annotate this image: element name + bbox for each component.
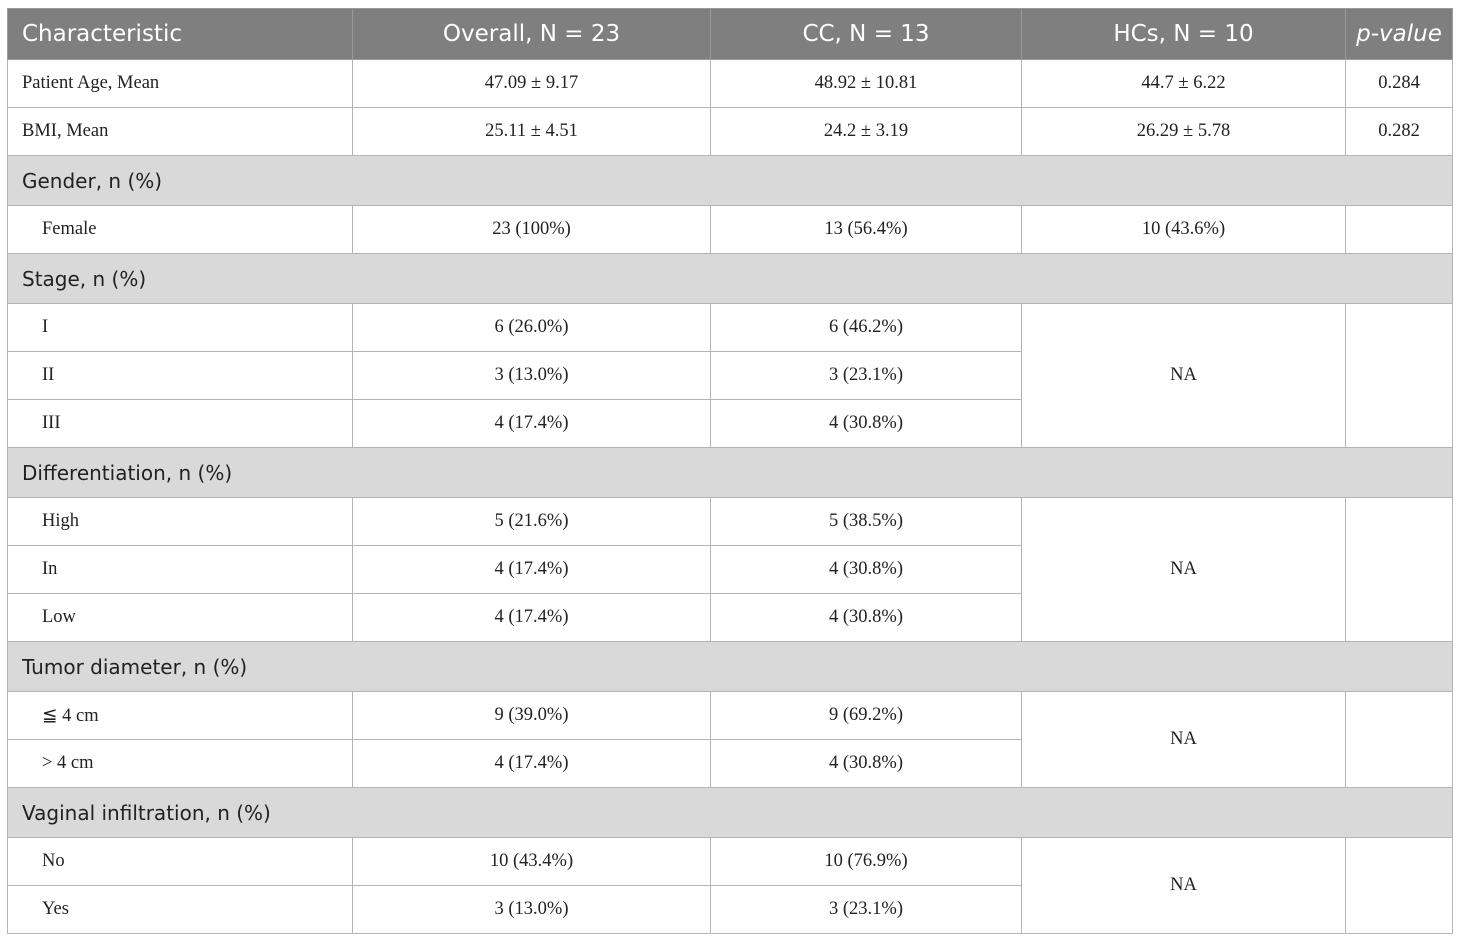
- table-row: High 5 (21.6%) 5 (38.5%) NA: [7, 497, 1453, 642]
- cell-pvalue: [1345, 497, 1453, 642]
- cell-hcs-na: NA: [1021, 691, 1346, 788]
- section-stage: Stage, n (%): [7, 253, 1453, 304]
- cell-overall: 23 (100%): [352, 205, 711, 254]
- header-cc: CC, N = 13: [710, 8, 1022, 60]
- cell-cc: 3 (23.1%): [710, 885, 1022, 934]
- cell-hcs-na: NA: [1021, 303, 1346, 448]
- row-label: I: [7, 303, 353, 352]
- row-label: Patient Age, Mean: [7, 59, 353, 108]
- section-vaginal-infiltration: Vaginal infiltration, n (%): [7, 787, 1453, 838]
- cell-overall: 4 (17.4%): [352, 399, 711, 448]
- row-label: III: [7, 399, 353, 448]
- row-label: II: [7, 351, 353, 400]
- cell-overall: 4 (17.4%): [352, 739, 711, 788]
- table-row: No 10 (43.4%) 10 (76.9%) NA: [7, 837, 1453, 934]
- header-hcs: HCs, N = 10: [1021, 8, 1346, 60]
- section-gender: Gender, n (%): [7, 155, 1453, 206]
- cell-overall: 6 (26.0%): [352, 303, 711, 352]
- cell-overall: 3 (13.0%): [352, 885, 711, 934]
- table-row: Yes 3 (13.0%) 3 (23.1%): [7, 885, 1453, 934]
- cell-pvalue: [1345, 691, 1453, 788]
- section-differentiation: Differentiation, n (%): [7, 447, 1453, 498]
- cell-overall: 4 (17.4%): [352, 593, 711, 642]
- table-row: I 6 (26.0%) 6 (46.2%) NA: [7, 303, 1453, 448]
- cell-cc: 6 (46.2%): [710, 303, 1022, 352]
- row-label: In: [7, 545, 353, 594]
- cell-overall: 9 (39.0%): [352, 691, 711, 740]
- cell-cc: 4 (30.8%): [710, 545, 1022, 594]
- cell-cc: 4 (30.8%): [710, 739, 1022, 788]
- row-label: Low: [7, 593, 353, 642]
- cell-hcs-na: NA: [1021, 837, 1346, 934]
- cell-overall: 25.11 ± 4.51: [352, 107, 711, 156]
- cell-pvalue: 0.282: [1345, 107, 1453, 156]
- header-overall: Overall, N = 23: [352, 8, 711, 60]
- header-row: Characteristic Overall, N = 23 CC, N = 1…: [7, 8, 1453, 60]
- cell-cc: 3 (23.1%): [710, 351, 1022, 400]
- row-label: High: [7, 497, 353, 546]
- section-title: Stage, n (%): [7, 253, 1453, 304]
- cell-cc: 10 (76.9%): [710, 837, 1022, 886]
- cell-cc: 13 (56.4%): [710, 205, 1022, 254]
- table-row-bmi: BMI, Mean 25.11 ± 4.51 24.2 ± 3.19 26.29…: [7, 107, 1453, 156]
- header-pvalue: p-value: [1345, 8, 1453, 60]
- cell-hcs: 44.7 ± 6.22: [1021, 59, 1346, 108]
- cell-hcs: 26.29 ± 5.78: [1021, 107, 1346, 156]
- cell-hcs: 10 (43.6%): [1021, 205, 1346, 254]
- cell-cc: 4 (30.8%): [710, 593, 1022, 642]
- header-characteristic: Characteristic: [7, 8, 353, 60]
- table-row: II 3 (13.0%) 3 (23.1%): [7, 351, 1453, 400]
- section-title: Differentiation, n (%): [7, 447, 1453, 498]
- section-tumor-diameter: Tumor diameter, n (%): [7, 641, 1453, 692]
- cell-overall: 47.09 ± 9.17: [352, 59, 711, 108]
- cell-pvalue: [1345, 303, 1453, 448]
- cell-pvalue: 0.284: [1345, 59, 1453, 108]
- section-title: Tumor diameter, n (%): [7, 641, 1453, 692]
- cell-overall: 5 (21.6%): [352, 497, 711, 546]
- row-label: BMI, Mean: [7, 107, 353, 156]
- cell-cc: 48.92 ± 10.81: [710, 59, 1022, 108]
- row-label: > 4 cm: [7, 739, 353, 788]
- row-label: ≦ 4 cm: [7, 691, 353, 740]
- table-row: III 4 (17.4%) 4 (30.8%): [7, 399, 1453, 448]
- cell-overall: 3 (13.0%): [352, 351, 711, 400]
- characteristics-table: Characteristic Overall, N = 23 CC, N = 1…: [7, 8, 1453, 934]
- table-row: Low 4 (17.4%) 4 (30.8%): [7, 593, 1453, 642]
- cell-cc: 4 (30.8%): [710, 399, 1022, 448]
- table-row: In 4 (17.4%) 4 (30.8%): [7, 545, 1453, 594]
- cell-cc: 9 (69.2%): [710, 691, 1022, 740]
- cell-hcs-na: NA: [1021, 497, 1346, 642]
- row-label: No: [7, 837, 353, 886]
- table-row-female: Female 23 (100%) 13 (56.4%) 10 (43.6%): [7, 205, 1453, 254]
- cell-overall: 10 (43.4%): [352, 837, 711, 886]
- table-row-age: Patient Age, Mean 47.09 ± 9.17 48.92 ± 1…: [7, 59, 1453, 108]
- row-label: Yes: [7, 885, 353, 934]
- table-row: > 4 cm 4 (17.4%) 4 (30.8%): [7, 739, 1453, 788]
- cell-cc: 24.2 ± 3.19: [710, 107, 1022, 156]
- section-title: Vaginal infiltration, n (%): [7, 787, 1453, 838]
- row-label: Female: [7, 205, 353, 254]
- section-title: Gender, n (%): [7, 155, 1453, 206]
- cell-pvalue: [1345, 205, 1453, 254]
- table-row: ≦ 4 cm 9 (39.0%) 9 (69.2%) NA: [7, 691, 1453, 788]
- cell-pvalue: [1345, 837, 1453, 934]
- cell-overall: 4 (17.4%): [352, 545, 711, 594]
- cell-cc: 5 (38.5%): [710, 497, 1022, 546]
